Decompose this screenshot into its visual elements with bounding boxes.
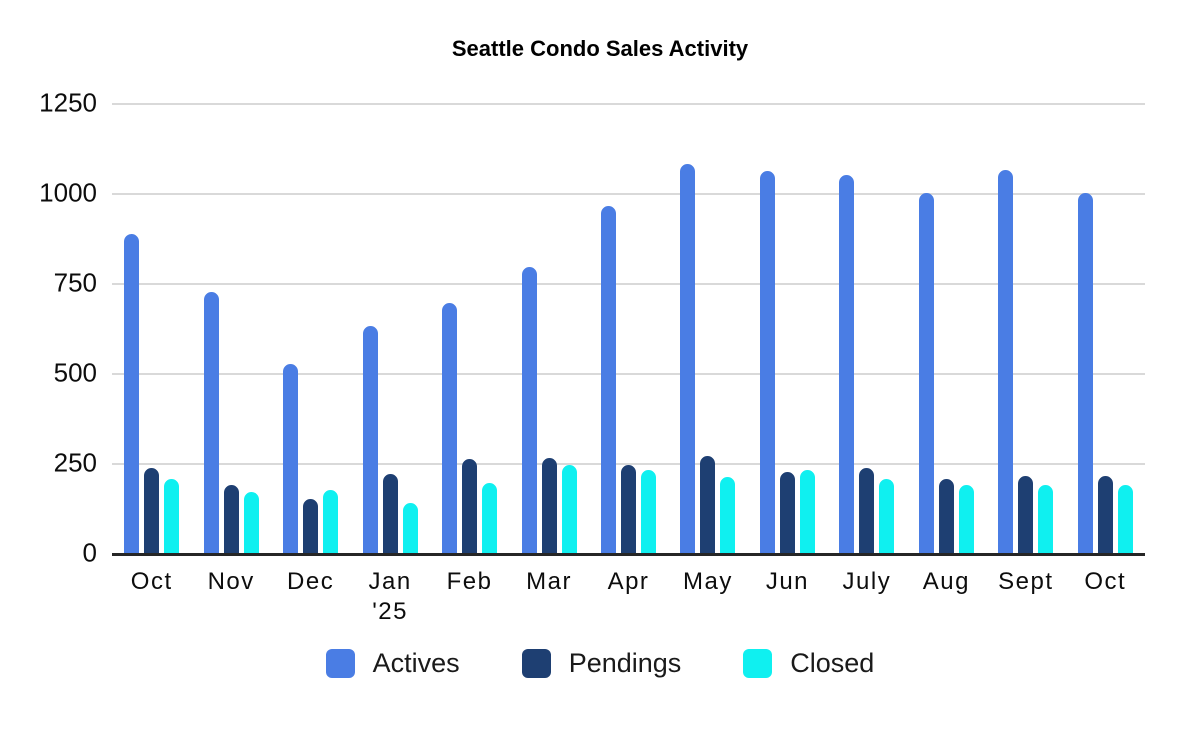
bar-pendings <box>223 484 239 553</box>
x-axis-category-label: Feb <box>446 568 493 595</box>
bar-pendings <box>859 468 875 553</box>
legend-label: Pendings <box>568 648 682 678</box>
bar-pendings <box>1018 475 1034 553</box>
bar-pendings <box>541 457 557 553</box>
bar-closed <box>879 479 895 553</box>
bar-closed <box>799 470 815 553</box>
bar-actives <box>680 164 696 553</box>
x-axis-line <box>112 553 1145 556</box>
legend-swatch-actives <box>325 649 355 678</box>
bar-closed <box>243 491 259 553</box>
legend-item-actives: Actives <box>325 648 460 679</box>
bar-actives <box>759 171 775 553</box>
legend-item-closed: Closed <box>743 648 874 679</box>
legend-item-pendings: Pendings <box>521 648 682 679</box>
x-axis-category-label: Oct <box>130 568 173 595</box>
x-axis-category-label: Aug <box>922 568 970 595</box>
x-axis-category-label: Oct <box>1084 568 1127 595</box>
bar-pendings <box>700 455 716 553</box>
legend-swatch-pendings <box>521 649 551 678</box>
y-gridline <box>112 283 1145 285</box>
bar-closed <box>402 502 418 553</box>
x-axis-category-label: Nov <box>207 568 255 595</box>
bar-pendings <box>621 464 636 553</box>
x-axis-category-label: Dec <box>287 568 335 595</box>
y-gridline <box>112 373 1145 375</box>
bar-actives <box>998 169 1014 553</box>
bar-closed <box>482 482 498 553</box>
y-axis-tick-label: 500 <box>53 357 97 388</box>
bar-pendings <box>144 468 160 553</box>
y-axis-tick-label: 750 <box>53 267 97 298</box>
y-gridline <box>112 463 1145 465</box>
bar-closed <box>323 490 339 553</box>
bar-actives <box>1077 193 1093 553</box>
x-axis-category-label: July <box>842 568 892 595</box>
chart-legend: Actives Pendings Closed <box>0 648 1200 679</box>
bar-actives <box>442 302 458 553</box>
y-gridline <box>112 193 1145 195</box>
x-axis-category-label: Jan '25 <box>368 568 412 625</box>
bar-closed <box>164 479 180 553</box>
y-axis-tick-label: 0 <box>82 537 97 568</box>
chart-title: Seattle Condo Sales Activity <box>451 36 749 61</box>
bar-actives <box>283 364 299 553</box>
y-gridline <box>112 103 1145 105</box>
bar-closed <box>1038 484 1054 553</box>
x-axis-category-label: Mar <box>526 568 572 595</box>
bar-pendings <box>462 459 478 553</box>
legend-label: Actives <box>372 648 460 678</box>
legend-label: Closed <box>790 648 875 678</box>
bar-closed <box>641 470 656 553</box>
bar-closed <box>720 477 736 553</box>
bar-actives <box>362 326 378 553</box>
bar-closed <box>1117 484 1133 553</box>
bar-actives <box>839 175 855 553</box>
y-axis-tick-label: 1250 <box>39 87 97 118</box>
x-axis-category-label: May <box>683 568 733 595</box>
bar-closed <box>958 484 974 553</box>
bar-actives <box>203 292 219 553</box>
bar-actives <box>124 234 140 553</box>
bar-actives <box>601 205 616 553</box>
bar-closed <box>561 464 577 553</box>
x-axis-category-label: Jun <box>765 568 810 595</box>
bar-pendings <box>1097 475 1113 553</box>
bar-pendings <box>779 472 795 553</box>
bar-actives <box>521 266 537 553</box>
x-axis-category-label: Sept <box>998 568 1054 595</box>
x-axis-category-label: Apr <box>607 568 650 595</box>
y-axis-tick-label: 250 <box>53 447 97 478</box>
bar-pendings <box>303 499 319 553</box>
bar-actives <box>918 193 934 553</box>
bar-pendings <box>382 473 398 553</box>
y-axis-tick-label: 1000 <box>39 177 97 208</box>
legend-swatch-closed <box>743 649 773 678</box>
bar-pendings <box>938 479 954 553</box>
